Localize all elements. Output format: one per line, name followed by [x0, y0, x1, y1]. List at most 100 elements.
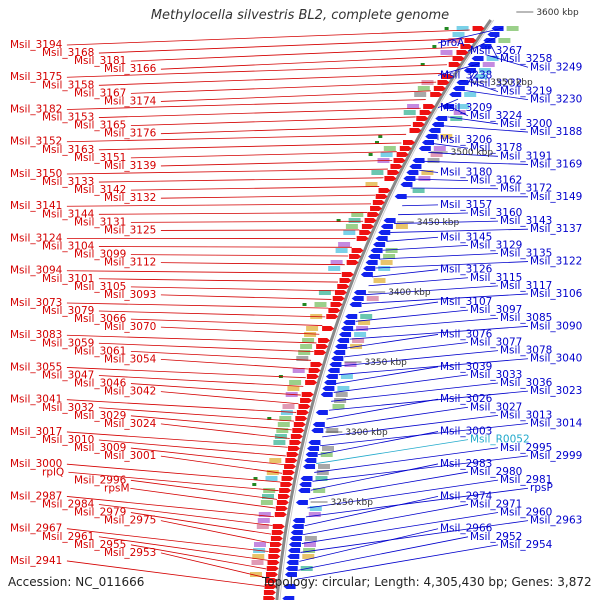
forward-gene-arrow: [270, 536, 283, 541]
left-leader-line: [66, 560, 265, 587]
forward-gene-arrow: [339, 278, 352, 283]
right-gene-label: Msil_3003: [440, 426, 492, 438]
cog-feature-left: [304, 332, 317, 337]
forward-gene-arrow: [349, 254, 362, 259]
reverse-gene-arrow: [286, 560, 299, 565]
cog-feature-left: [314, 302, 327, 307]
cog-feature-left: [256, 524, 269, 529]
left-leader-line: [160, 194, 376, 199]
forward-gene-arrow: [378, 188, 391, 193]
right-leader-line: [304, 495, 439, 527]
right-leader-line: [355, 309, 469, 322]
cog-feature-left: [265, 476, 278, 481]
scale-label: 3350 kbp: [364, 358, 407, 368]
left-leader-line: [66, 367, 306, 379]
right-gene-label: Msil_3200: [500, 118, 552, 130]
cog-feature-right: [308, 512, 321, 517]
reverse-gene-arrow: [311, 428, 324, 433]
forward-gene-arrow: [437, 80, 450, 85]
left-gene-label: Msil_3029: [74, 410, 126, 422]
right-gene-label: Msil_3191: [500, 150, 552, 162]
cog-feature-right: [380, 260, 393, 265]
small-tick-mark: [267, 417, 272, 420]
reverse-gene-arrow: [283, 584, 296, 589]
left-gene-label: Msil_3104: [42, 241, 95, 253]
left-leader-line: [130, 512, 272, 535]
forward-gene-arrow: [326, 314, 339, 319]
cog-feature-right: [506, 26, 519, 31]
forward-gene-arrow: [423, 104, 436, 109]
cog-feature-right: [318, 464, 330, 469]
left-leader-line: [160, 159, 393, 167]
forward-gene-arrow: [361, 224, 374, 229]
cog-feature-right: [309, 506, 322, 511]
forward-gene-arrow: [370, 206, 383, 211]
cog-feature-right: [383, 254, 396, 259]
left-gene-label: Msil_2961: [42, 531, 94, 543]
left-leader-line: [160, 423, 290, 439]
left-gene-label: Msil_3131: [74, 216, 126, 228]
cog-feature-right: [457, 104, 470, 109]
left-gene-label: Msil_3182: [10, 103, 62, 115]
right-leader-line: [382, 244, 469, 251]
left-leader-line: [98, 107, 421, 118]
cog-feature-right: [360, 314, 373, 319]
cog-feature-left: [414, 92, 427, 97]
reverse-gene-arrow: [299, 482, 312, 487]
cog-feature-left: [448, 38, 461, 43]
right-leader-line: [341, 350, 499, 367]
left-gene-label: Msil_3144: [42, 208, 95, 220]
left-leader-line: [130, 415, 292, 431]
small-tick-mark: [432, 45, 437, 48]
cog-feature-right: [385, 248, 398, 253]
forward-gene-arrow: [419, 110, 432, 115]
reverse-gene-arrow: [471, 56, 484, 61]
left-leader-line: [160, 125, 411, 135]
forward-gene-arrow: [456, 50, 469, 55]
reverse-gene-arrow: [400, 182, 413, 187]
forward-gene-arrow: [308, 368, 321, 373]
reverse-gene-arrow: [308, 440, 321, 445]
left-leader-line: [160, 455, 283, 474]
forward-gene-arrow: [300, 398, 313, 403]
forward-gene-arrow: [285, 458, 298, 463]
right-leader-line: [485, 54, 529, 68]
left-leader-line: [130, 46, 459, 62]
forward-gene-arrow: [330, 302, 343, 307]
cog-feature-left: [276, 428, 289, 433]
scale-label: 3250 kbp: [331, 498, 374, 508]
left-gene-label: Msil_3132: [104, 192, 156, 204]
forward-gene-arrow: [409, 128, 422, 133]
cog-feature-right: [421, 170, 434, 175]
reverse-gene-arrow: [353, 290, 366, 295]
reverse-gene-arrow: [312, 422, 325, 427]
left-leader-line: [130, 318, 323, 326]
right-leader-line: [301, 512, 499, 544]
right-gene-label: Msil_3039: [440, 361, 492, 373]
right-gene-label: Msil_3149: [530, 191, 582, 203]
reverse-gene-arrow: [331, 356, 344, 361]
cog-feature-left: [280, 410, 293, 415]
cog-feature-right: [450, 116, 463, 121]
left-leader-line: [160, 55, 453, 70]
forward-gene-arrow: [364, 218, 377, 223]
left-leader-line: [130, 220, 364, 223]
reverse-gene-arrow: [449, 92, 462, 97]
right-gene-label: Msil_2960: [500, 507, 552, 519]
small-tick-mark: [444, 27, 449, 30]
reverse-gene-arrow: [435, 116, 448, 121]
forward-gene-arrow: [332, 296, 345, 301]
forward-gene-arrow: [279, 488, 292, 493]
cog-feature-right: [366, 296, 379, 301]
forward-gene-arrow: [281, 476, 294, 481]
cog-feature-left: [258, 512, 271, 517]
right-gene-label: Msil_3238: [440, 69, 492, 81]
forward-gene-arrow: [390, 164, 403, 169]
reverse-gene-arrow: [394, 194, 407, 199]
reverse-gene-arrow: [378, 230, 391, 235]
forward-gene-arrow: [416, 116, 429, 121]
right-gene-label: proA: [440, 37, 465, 49]
forward-gene-arrow: [433, 86, 446, 91]
forward-gene-arrow: [460, 44, 473, 49]
